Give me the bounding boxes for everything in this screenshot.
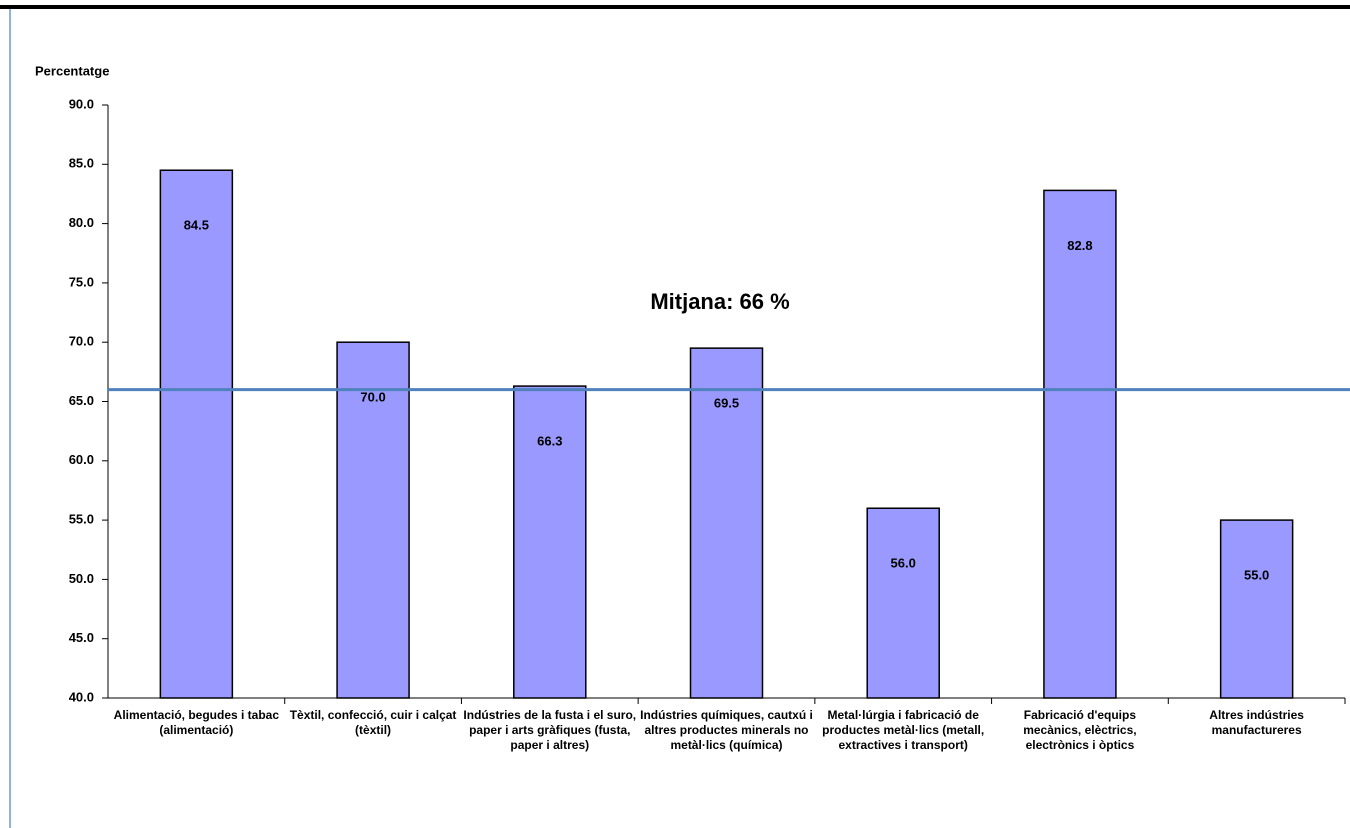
value-label: 84.5 bbox=[184, 218, 209, 233]
bar bbox=[689, 347, 764, 699]
y-tick-label: 40.0 bbox=[69, 689, 94, 704]
bar bbox=[1043, 189, 1117, 699]
y-tick-label: 65.0 bbox=[69, 393, 94, 408]
x-tick-label: Indústries de la fusta i el suro, paper … bbox=[463, 708, 637, 752]
y-tick-label: 45.0 bbox=[69, 630, 94, 645]
y-tick-label: 75.0 bbox=[69, 274, 94, 289]
bar bbox=[336, 341, 410, 699]
bar bbox=[159, 169, 234, 699]
value-label: 82.8 bbox=[1067, 238, 1092, 253]
y-tick-label: 70.0 bbox=[69, 334, 94, 349]
y-tick-label: 60.0 bbox=[69, 452, 94, 467]
value-label: 66.3 bbox=[537, 434, 562, 449]
x-tick-label: Metal·lúrgia i fabricació de productes m… bbox=[822, 708, 985, 752]
x-tick-label: Alimentació, begudes i tabac (alimentaci… bbox=[113, 708, 280, 737]
y-tick-label: 80.0 bbox=[69, 215, 94, 230]
x-tick-label: Tèxtil, confecció, cuir i calçat (tèxtil… bbox=[289, 708, 457, 737]
y-tick-label: 55.0 bbox=[69, 512, 94, 527]
value-label: 70.0 bbox=[360, 390, 385, 405]
y-tick-label: 50.0 bbox=[69, 571, 94, 586]
bar bbox=[513, 385, 587, 699]
mean-label: Mitjana: 66 % bbox=[650, 289, 789, 314]
value-label: 55.0 bbox=[1244, 568, 1269, 583]
x-tick-label: Fabricació d'equips mecànics, elèctrics,… bbox=[1023, 708, 1137, 752]
bar bbox=[1219, 519, 1294, 699]
value-label: 56.0 bbox=[891, 556, 916, 571]
x-tick-label: Altres indústries manufactureres bbox=[1209, 708, 1304, 737]
y-tick-label: 85.0 bbox=[69, 156, 94, 171]
bar bbox=[866, 507, 940, 699]
top-rule bbox=[0, 5, 1350, 9]
y-axis-title: Percentatge bbox=[35, 63, 109, 78]
x-tick-label: Indústries químiques, cautxú i altres pr… bbox=[640, 708, 813, 752]
y-tick-label: 90.0 bbox=[69, 96, 94, 111]
value-label: 69.5 bbox=[714, 396, 739, 411]
